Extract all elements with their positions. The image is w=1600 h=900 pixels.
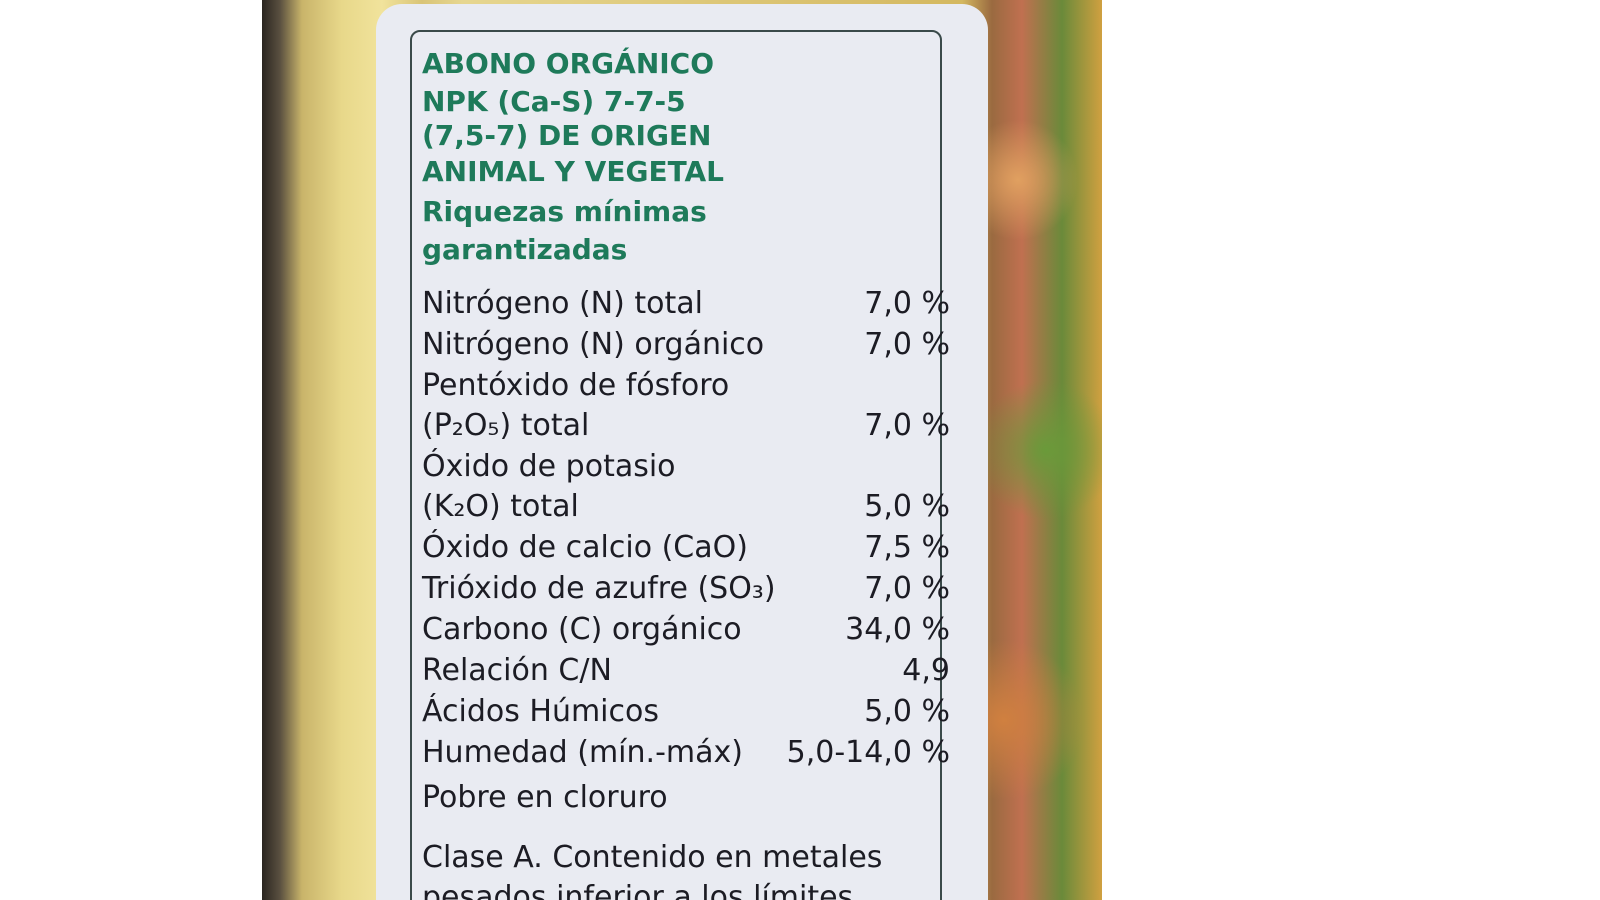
nutrient-name: Óxido de potasio: [422, 449, 676, 484]
label-frame: [410, 30, 942, 900]
nutrient-name: (P₂O₅) total: [422, 408, 590, 443]
heading-line: ABONO ORGÁNICO: [422, 47, 715, 80]
nutrient-name: Carbono (C) orgánico: [422, 612, 742, 647]
heading-line: ANIMAL Y VEGETAL: [422, 155, 725, 188]
nutrient-name: Pentóxido de fósforo: [422, 368, 730, 403]
nutrient-value: 4,9: [902, 653, 950, 688]
nutrient-name: Ácidos Húmicos: [422, 694, 659, 729]
label-card: [376, 4, 988, 900]
nutrient-value: 5,0-14,0 %: [786, 735, 950, 770]
nutrient-name: Nitrógeno (N) total: [422, 286, 703, 321]
nutrient-value: 7,5 %: [864, 530, 950, 565]
heading-line: NPK (Ca-S) 7-7-5: [422, 85, 686, 118]
nutrient-value: 34,0 %: [845, 612, 950, 647]
heading-line: (7,5-7) DE ORIGEN: [422, 119, 712, 152]
footer-line: pesados inferior a los límites: [422, 880, 854, 900]
nutrient-name: (K₂O) total: [422, 489, 579, 524]
nutrient-value: 5,0 %: [864, 694, 950, 729]
nutrient-value: 7,0 %: [864, 571, 950, 606]
nutrient-value: 7,0 %: [864, 286, 950, 321]
nutrient-value: 7,0 %: [864, 408, 950, 443]
note: Pobre en cloruro: [422, 780, 668, 815]
nutrient-name: Humedad (mín.-máx): [422, 735, 743, 770]
nutrient-name: Nitrógeno (N) orgánico: [422, 327, 765, 362]
nutrient-name: Trióxido de azufre (SO₃): [422, 571, 776, 606]
nutrient-value: 5,0 %: [864, 489, 950, 524]
subheading-line: garantizadas: [422, 233, 628, 266]
nutrient-name: Óxido de calcio (CaO): [422, 530, 748, 565]
nutrient-name: Relación C/N: [422, 653, 612, 688]
subheading-line: Riquezas mínimas: [422, 195, 707, 228]
nutrient-value: 7,0 %: [864, 327, 950, 362]
footer-line: Clase A. Contenido en metales: [422, 840, 883, 875]
